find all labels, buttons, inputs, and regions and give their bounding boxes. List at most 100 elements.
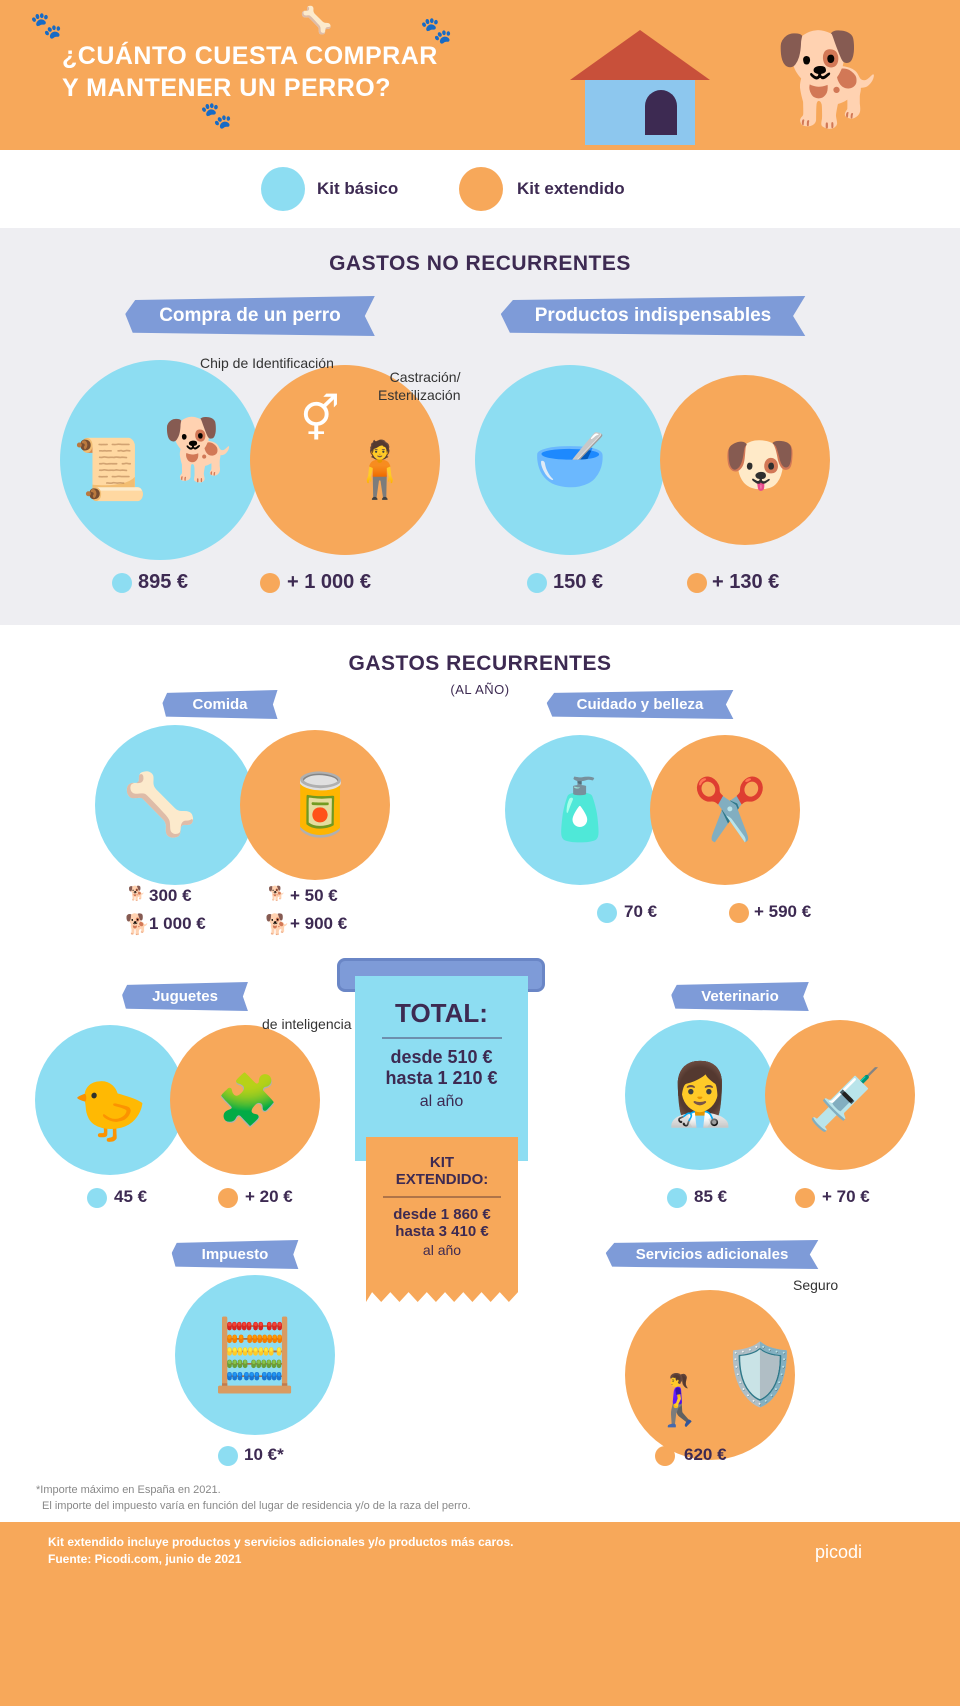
- small-dog-icon: 🐕: [128, 885, 146, 901]
- toys-basic-circle: [35, 1025, 185, 1175]
- basic-dot: [597, 903, 617, 923]
- care-basic-price: 70 €: [624, 902, 658, 921]
- castration-label: Castración/ Esterilización: [378, 369, 461, 403]
- extended-title: KIT: [429, 1154, 455, 1171]
- paw-icon: 🐾: [420, 15, 453, 45]
- banner-vet: Veterinario: [671, 982, 809, 1011]
- rubber-chicken-icon: 🐤: [72, 1076, 148, 1143]
- extended-dot: [218, 1188, 238, 1208]
- section-title: GASTOS RECURRENTES: [348, 652, 612, 675]
- purchase-basic-circle: [60, 360, 260, 560]
- banner-products: Productos indispensables: [500, 296, 806, 336]
- dog-icon: 🐕: [162, 416, 238, 483]
- large-dog-icon: 🐕: [265, 914, 290, 936]
- products-basic-price: 150 €: [553, 571, 604, 593]
- insurance-label: Seguro: [793, 1277, 839, 1293]
- vet-basic-price: 85 €: [694, 1187, 728, 1206]
- total-title: TOTAL:: [395, 998, 488, 1028]
- food-bag-icon: 🦴: [122, 771, 198, 838]
- section-subtitle: (AL AÑO): [450, 682, 510, 697]
- services-extended-price: 620 €: [684, 1445, 727, 1464]
- extended-to: hasta 3 410 €: [395, 1223, 489, 1240]
- banner-services: Servicios adicionales: [605, 1240, 819, 1269]
- divider: [383, 1196, 501, 1198]
- legend-extended-label: Kit extendido: [517, 179, 625, 198]
- food-basic-circle: [95, 725, 255, 885]
- basic-dot: [667, 1188, 687, 1208]
- header: 🐾 🐾 🐾 🦴 ¿CUÁNTO CUESTA COMPRAR Y MANTENE…: [0, 0, 960, 150]
- groomer-icon: ✂️: [692, 776, 768, 843]
- trainer-icon: 🧍: [345, 438, 415, 501]
- extended-dot: [687, 573, 707, 593]
- extended-title: EXTENDIDO:: [395, 1171, 489, 1188]
- banner-care: Cuidado y belleza: [546, 690, 734, 719]
- extended-dot: [655, 1446, 675, 1466]
- food-basic-small: 300 €: [149, 886, 192, 905]
- beagle-illustration: 🐕: [773, 30, 887, 130]
- page-title: ¿CUÁNTO CUESTA COMPRAR Y MANTENER UN PER…: [62, 42, 438, 102]
- extended-dot: [260, 573, 280, 593]
- neuter-symbol-icon: ⚥: [300, 395, 340, 444]
- picodi-logo[interactable]: picodi: [815, 1542, 863, 1562]
- footer-text: Kit extendido incluye productos y servic…: [48, 1535, 514, 1566]
- veterinarian-icon: 👩‍⚕️: [662, 1061, 738, 1128]
- basic-dot: [218, 1446, 238, 1466]
- purchase-extended-price: + 1 000 €: [287, 571, 371, 593]
- extended-dot: [729, 903, 749, 923]
- legend-basic-label: Kit básico: [317, 179, 399, 198]
- total-from: desde 510 €: [390, 1047, 493, 1067]
- shampoo-icon: 🧴: [542, 776, 618, 843]
- banner-toys: Juguetes: [122, 982, 248, 1011]
- puzzle-toy-icon: 🧩: [216, 1072, 280, 1128]
- care-basic-circle: [505, 735, 655, 885]
- food-extended-circle: [240, 730, 390, 880]
- food-extended-small: + 50 €: [290, 886, 338, 905]
- pedigree-certificate-icon: 📜: [72, 436, 148, 503]
- toys-basic-price: 45 €: [114, 1187, 148, 1206]
- calculator-icon: 🧮: [211, 1316, 299, 1394]
- intelligence-label: de inteligencia: [262, 1016, 352, 1032]
- total-extended-receipt: KIT EXTENDIDO: desde 1 860 € hasta 3 410…: [366, 1137, 518, 1302]
- footnote: *Importe máximo en España en 2021. El im…: [36, 1484, 471, 1512]
- vet-extended-price: + 70 €: [822, 1187, 870, 1206]
- extended-dot: [795, 1188, 815, 1208]
- tax-basic-price: 10 €*: [244, 1445, 284, 1464]
- banner-food: Comida: [162, 690, 278, 719]
- total-basic-receipt: TOTAL: desde 510 € hasta 1 210 € al año: [355, 976, 528, 1161]
- services-extended-circle: [625, 1290, 795, 1460]
- purchase-basic-price: 895 €: [138, 571, 189, 593]
- banner-tax: Impuesto: [171, 1240, 299, 1269]
- total-period: al año: [419, 1093, 464, 1110]
- doghouse-illustration: [560, 30, 720, 150]
- divider: [381, 1037, 502, 1039]
- toys-extended-price: + 20 €: [245, 1187, 293, 1206]
- syringe-icon: 💉: [807, 1066, 883, 1133]
- basic-dot: [112, 573, 132, 593]
- dog-bowl-bed-icon: 🥣: [532, 426, 608, 493]
- total-to: hasta 1 210 €: [385, 1068, 498, 1088]
- products-extended-circle: [660, 375, 830, 545]
- care-extended-circle: [650, 735, 800, 885]
- banner-purchase: Compra de un perro: [125, 296, 375, 336]
- basic-dot: [527, 573, 547, 593]
- small-dog-icon: 🐕: [268, 885, 286, 901]
- extended-period: al año: [422, 1242, 462, 1258]
- food-basic-large: 1 000 €: [149, 914, 206, 933]
- dog-walker-icon: 🚶‍♀️: [648, 1372, 712, 1428]
- legend-extended-swatch: [459, 167, 503, 211]
- care-extended-price: + 590 €: [754, 902, 812, 921]
- purchase-extended-circle: [250, 365, 440, 555]
- basic-dot: [87, 1188, 107, 1208]
- products-extended-price: + 130 €: [712, 571, 780, 593]
- footer-bar: Kit extendido incluye productos y servic…: [0, 1522, 960, 1706]
- chip-label: Chip de Identificación: [200, 355, 334, 371]
- bone-icon: 🦴: [300, 5, 333, 35]
- vet-extended-circle: [765, 1020, 915, 1170]
- food-extended-large: + 900 €: [290, 914, 348, 933]
- paw-icon: 🐾: [30, 10, 63, 40]
- section-title: GASTOS NO RECURRENTES: [329, 252, 631, 275]
- paw-icon: 🐾: [200, 100, 233, 130]
- canned-food-icon: 🥫: [282, 771, 358, 838]
- toys-extended-circle: [170, 1025, 320, 1175]
- extended-from: desde 1 860 €: [393, 1206, 491, 1223]
